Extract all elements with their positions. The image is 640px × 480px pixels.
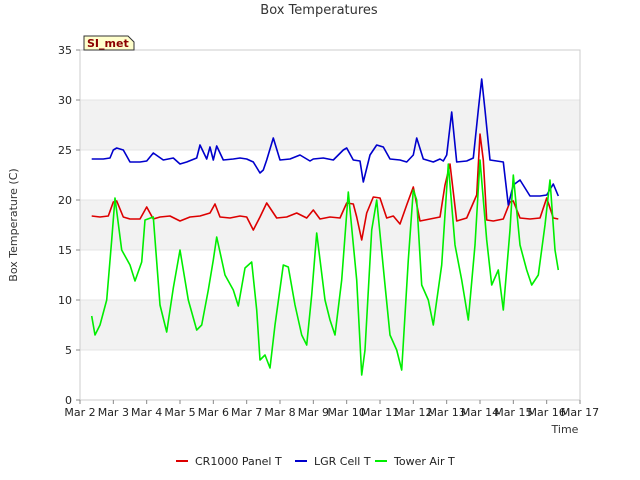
x-tick-label: Mar 14 [461,406,499,419]
x-tick-label: Mar 15 [494,406,532,419]
series-line-3 [90,159,560,376]
x-tick-label: Mar 13 [428,406,466,419]
y-tick-label: 25 [58,144,72,157]
x-tick-label: Mar 3 [98,406,129,419]
x-tick-label: Mar 5 [164,406,195,419]
y-tick-label: 0 [65,394,72,407]
y-tick-label: 10 [58,294,72,307]
x-tick-label: Mar 17 [561,406,599,419]
y-axis-ticks: 0 5 10 15 20 25 30 35 [58,44,80,407]
legend-label-1: CR1000 Panel T [195,455,282,468]
grid-band [80,300,580,350]
legend-label-3: Tower Air T [393,455,455,468]
y-axis-title: Box Temperature (C) [7,168,20,281]
grid-band [80,100,580,150]
legend: CR1000 Panel T LGR Cell T Tower Air T [176,455,455,468]
plot-frame [79,49,581,401]
station-badge-box [83,35,135,51]
x-axis-title: Time [551,423,579,436]
x-tick-label: Mar 10 [328,406,366,419]
x-tick-label: Mar 2 [64,406,95,419]
y-tick-label: 35 [58,44,72,57]
y-tick-label: 15 [58,244,72,257]
x-tick-label: Mar 16 [528,406,566,419]
x-tick-label: Mar 4 [131,406,162,419]
y-tick-label: 5 [65,344,72,357]
x-tick-label: Mar 6 [198,406,229,419]
series-line-2 [91,78,560,206]
x-tick-label: Mar 12 [394,406,432,419]
grid-band [80,200,580,250]
chart-title: Box Temperatures [260,3,378,18]
y-tick-label: 30 [58,94,72,107]
grid-bands [80,100,580,350]
series-layer [90,78,560,376]
x-axis-ticks: Mar 2 Mar 3 Mar 4 Mar 5 Mar 6 Mar 7 Mar 8 Mar 9… [64,400,599,419]
x-tick-label: Mar 8 [264,406,295,419]
legend-label-2: LGR Cell T [314,455,371,468]
y-tick-label: 20 [58,194,72,207]
x-tick-label: Mar 9 [298,406,329,419]
x-tick-label: Mar 7 [231,406,262,419]
station-badge: SI_met [83,35,135,51]
station-badge-text: SI_met [87,37,129,50]
x-tick-label: Mar 11 [361,406,399,419]
